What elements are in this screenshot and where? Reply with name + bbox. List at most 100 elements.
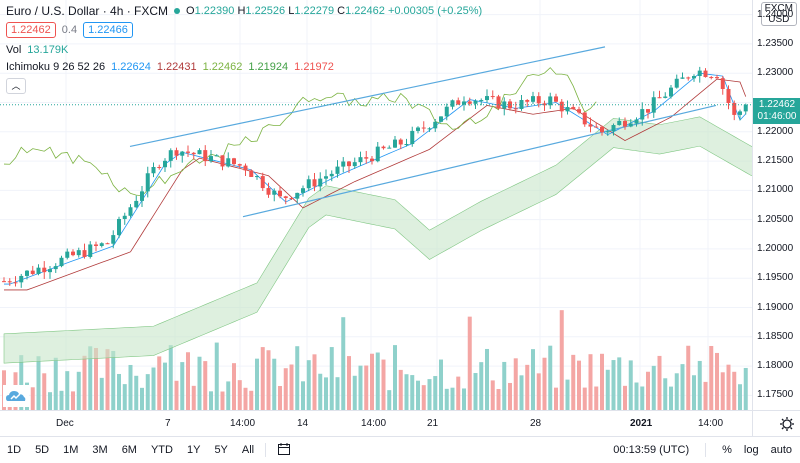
volume-bar [565,379,570,410]
candle-body [444,106,449,117]
ichimoku-conversion-value: 1.22624 [111,61,151,73]
close-label: C [337,5,346,17]
candle-body [715,77,719,79]
volume-bar [352,375,357,410]
chart-area[interactable]: Euro / U.S. Dollar · 4h · FXCM O1.22390 … [0,0,800,410]
volume-bar [347,356,351,410]
date-range-button[interactable] [270,442,298,459]
volume-bar [726,364,731,410]
volume-bar [536,373,541,410]
upper-trendline[interactable] [129,46,606,148]
candle-body [571,107,576,110]
candle-body [525,100,530,102]
range-6m-button[interactable]: 6M [121,444,137,456]
candle-body [536,96,541,104]
candle-body [128,207,133,216]
candle-body [433,121,438,129]
log-scale-toggle[interactable]: log [743,444,759,456]
auto-scale-toggle[interactable]: auto [770,444,792,456]
collapse-legend-button[interactable]: ︿ [6,78,26,94]
candle-body [65,251,70,258]
candle-body [237,164,242,166]
volume-bar [519,375,524,410]
gear-icon[interactable] [753,411,800,437]
candle-body [174,150,179,156]
candle-body [289,198,294,200]
range-1m-button[interactable]: 1M [63,444,79,456]
price-axis[interactable]: FXCM USD 1.240001.235001.230001.225001.2… [752,0,800,410]
volume-bar [634,382,639,410]
candle-body [48,269,52,273]
utc-clock[interactable]: 00:13:59 (UTC) [613,444,690,456]
volume-bar [128,364,133,410]
volume-bar [456,376,461,410]
volume-bar [732,371,737,410]
volume-bar [30,387,35,410]
volume-bar [122,384,127,410]
candle-body [456,100,461,105]
candle-body [646,109,650,113]
ichimoku-label[interactable]: Ichimoku 9 26 52 26 [6,61,106,73]
candle-body [163,160,167,168]
tradingview-logo[interactable] [3,385,29,407]
symbol-title[interactable]: Euro / U.S. Dollar · 4h · FXCM [6,4,169,18]
volume-bar [174,380,179,410]
volume-bar [151,367,156,410]
range-all-button[interactable]: All [241,444,255,456]
range-ytd-button[interactable]: YTD [150,444,173,456]
volume-bar [157,356,162,410]
range-5y-button[interactable]: 5Y [214,444,228,456]
open-label: O [186,5,195,17]
time-axis[interactable]: Dec 7 14:00 14 14:00 21 28 2021 14:00 [0,410,752,437]
candle-body [301,188,305,193]
volume-bar [237,380,242,410]
candle-body [462,101,466,105]
volume-bar [485,348,489,410]
volume-bar [692,375,696,410]
volume-bar [663,378,668,410]
range-3m-button[interactable]: 3M [92,444,108,456]
price-tick-label: 1.20500 [757,213,794,225]
buy-price-button[interactable]: 1.22466 [83,22,133,38]
volume-label[interactable]: Vol [6,44,22,56]
candle-body [203,150,208,162]
volume-bar [421,385,426,410]
volume-bar [243,387,248,410]
candle-body [25,270,29,276]
candle-body [157,166,162,168]
price-chart[interactable] [0,0,800,410]
candle-body [479,100,484,102]
candle-body [674,78,679,88]
candle-body [421,127,426,129]
candle-body [490,96,495,98]
candle-body [2,281,6,283]
cloud-logo-icon [6,391,26,401]
volume-bar [318,373,323,410]
volume-bar [111,350,116,410]
legend-row-volume: Vol 13.179K [6,44,68,56]
close-value: 1.22462 [345,5,385,17]
volume-bar [329,347,334,410]
volume-bar [370,353,374,410]
range-1y-button[interactable]: 1Y [186,444,201,456]
toolbar-divider [705,443,707,457]
candle-body [519,100,524,109]
chart-settings-corner[interactable] [752,410,800,437]
volume-bar [324,377,328,410]
candle-body [13,282,18,284]
lower-trendline[interactable] [242,104,717,218]
percent-scale-toggle[interactable]: % [722,444,732,456]
range-1d-button[interactable]: 1D [7,444,22,456]
volume-bar [554,387,558,410]
candle-body [738,111,742,115]
candle-body [352,162,357,167]
volume-bar [479,362,484,410]
candle-body [582,112,587,125]
currency-button[interactable]: FXCM USD [760,2,797,26]
candle-body [278,190,282,197]
volume-bar [651,365,656,410]
volume-bar [99,377,104,410]
volume-bar [628,360,633,410]
range-5d-button[interactable]: 5D [35,444,50,456]
sell-price-button[interactable]: 1.22462 [6,22,56,38]
